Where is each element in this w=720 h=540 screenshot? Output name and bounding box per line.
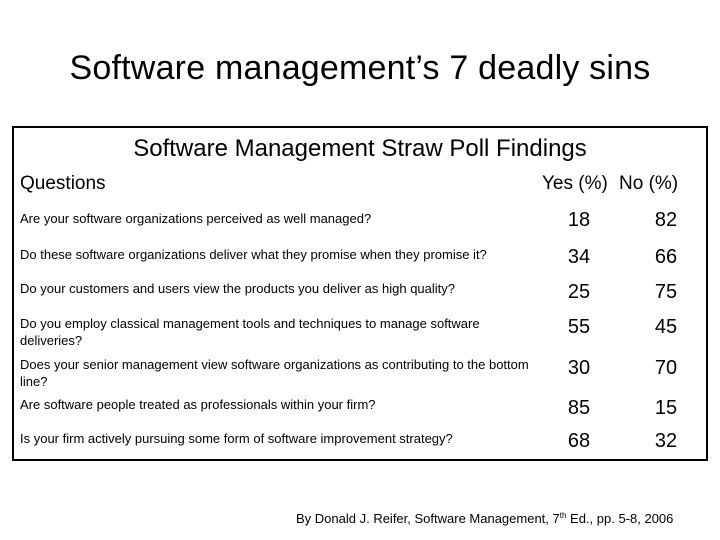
question-text: Is your firm actively pursuing some form…: [20, 431, 453, 446]
yes-value: 30: [567, 357, 591, 379]
table-body: Are your software organizations perceive…: [14, 128, 706, 459]
yes-value: 68: [567, 430, 591, 452]
yes-value: 34: [567, 246, 591, 268]
question-text: Do your customers and users view the pro…: [20, 281, 455, 296]
no-value: 75: [654, 281, 678, 303]
no-value: 70: [654, 357, 678, 379]
question-text: Do these software organizations deliver …: [20, 247, 487, 262]
no-value: 82: [654, 209, 678, 231]
no-value: 45: [654, 316, 678, 338]
yes-value: 55: [567, 316, 591, 338]
table-caption: Software Management Straw Poll Findings: [133, 135, 587, 162]
yes-header: Yes (%): [542, 173, 608, 194]
questions-header: Questions: [20, 173, 106, 194]
question-text: Does your senior management view softwar…: [20, 357, 529, 389]
no-value: 66: [654, 246, 678, 268]
yes-value: 18: [567, 209, 591, 231]
no-value: 15: [654, 397, 678, 419]
citation-superscript: th: [559, 511, 567, 520]
yes-value: 25: [567, 281, 591, 303]
question-text: Are software people treated as professio…: [20, 397, 376, 412]
question-text: Are your software organizations perceive…: [20, 211, 372, 226]
no-header: No (%): [619, 173, 679, 194]
question-text: Do you employ classical management tools…: [20, 316, 480, 348]
source-citation: By Donald J. Reifer, Software Management…: [296, 508, 673, 527]
yes-value: 85: [567, 397, 591, 419]
slide-title: Software management’s 7 deadly sins: [69, 49, 651, 87]
no-value: 32: [654, 430, 678, 452]
citation-text-end: Ed., pp. 5-8, 2006: [566, 511, 674, 526]
citation-text: By Donald J. Reifer, Software Management…: [296, 511, 560, 526]
poll-findings-table: Software Management Straw Poll Findings …: [12, 126, 708, 461]
